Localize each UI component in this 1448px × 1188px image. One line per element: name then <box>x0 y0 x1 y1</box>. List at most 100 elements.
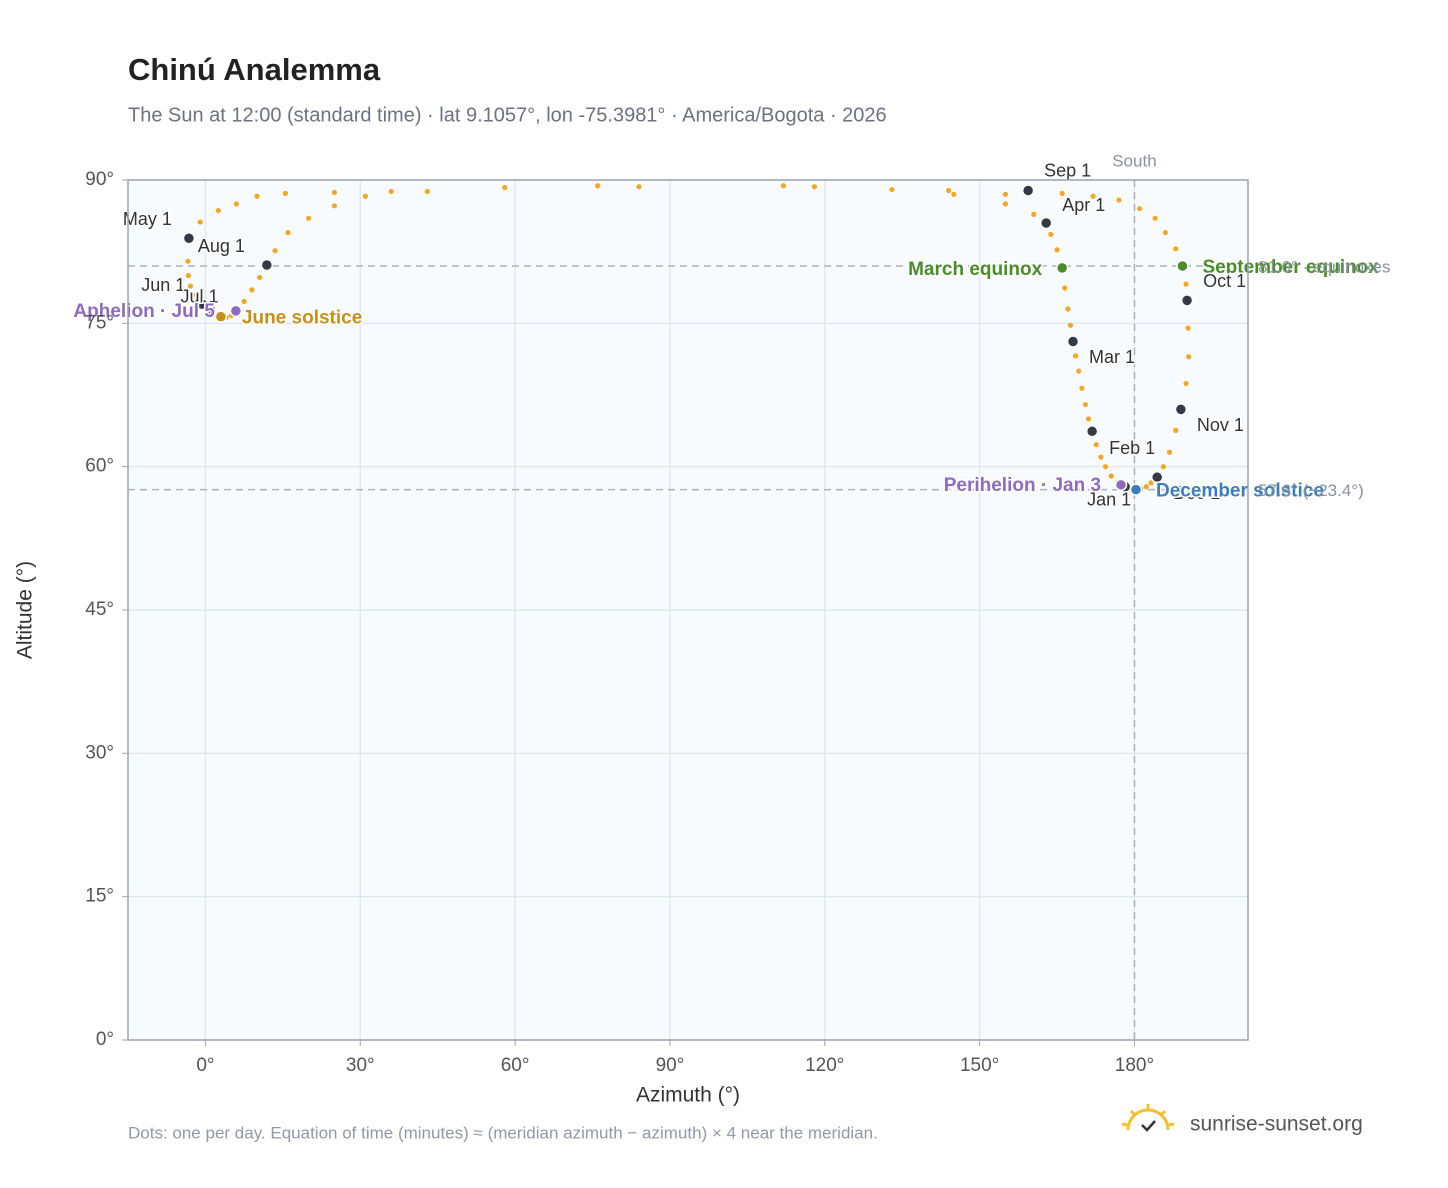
x-tick-label: 120° <box>805 1055 844 1076</box>
day-dot <box>1082 401 1089 408</box>
day-dot <box>257 274 263 281</box>
y-tick-label: 60° <box>85 456 114 477</box>
day-dot <box>1054 247 1060 253</box>
day-dot <box>780 183 787 189</box>
day-dot <box>636 184 642 190</box>
day-dot <box>1031 211 1037 217</box>
key-date-dot <box>1114 478 1128 492</box>
day-dot <box>362 193 369 199</box>
day-dot <box>306 215 312 221</box>
key-date-label: March equinox <box>908 259 1043 280</box>
day-dot <box>1183 380 1189 387</box>
day-dot <box>282 190 289 196</box>
y-tick-label: 45° <box>85 599 114 620</box>
key-date-label: Perihelion · Jan 3 <box>944 475 1101 496</box>
day-dot <box>197 219 203 225</box>
key-date-dot <box>1066 335 1080 348</box>
day-dot <box>1116 197 1122 203</box>
day-dot <box>1108 473 1114 479</box>
day-dot <box>1173 246 1179 252</box>
key-date-label: June solstice <box>242 308 362 329</box>
day-dot <box>1166 449 1173 455</box>
key-date-dot <box>1055 261 1069 275</box>
key-date-dot <box>182 232 196 245</box>
x-tick-label: 60° <box>501 1055 530 1076</box>
reference-label: 57.6° (−23.4°) <box>1258 481 1364 500</box>
key-date-label: Nov 1 <box>1197 415 1244 435</box>
day-dot <box>1067 322 1074 328</box>
key-date-dot <box>229 304 243 318</box>
x-tick-label: 90° <box>656 1055 685 1076</box>
day-dot <box>1137 206 1143 212</box>
day-dot <box>1162 229 1169 236</box>
x-tick-label: 30° <box>346 1055 375 1076</box>
day-dot <box>285 229 291 236</box>
day-dot <box>1093 442 1099 448</box>
day-dot <box>1065 306 1071 312</box>
key-date-label: Sep 1 <box>1044 160 1091 180</box>
key-date-dot <box>204 303 217 317</box>
day-dot <box>388 188 394 195</box>
day-dot <box>424 188 430 195</box>
y-tick-label: 15° <box>85 886 114 907</box>
key-date-dot <box>1085 425 1099 438</box>
day-dot <box>1102 464 1109 470</box>
y-tick-label: 30° <box>85 742 114 763</box>
key-date-label: May 1 <box>123 209 172 229</box>
day-dot <box>185 272 191 279</box>
day-dot <box>1183 281 1189 287</box>
day-dot <box>331 203 338 209</box>
key-date-dot <box>1150 470 1164 484</box>
day-dot <box>1160 464 1166 470</box>
key-date-label: Jul 1 <box>181 287 219 307</box>
day-dot <box>249 287 255 293</box>
footnote: Dots: one per day. Equation of time (min… <box>128 1123 878 1142</box>
key-date-dot <box>1129 483 1143 496</box>
chart-title: Chinú Analemma <box>128 52 381 87</box>
key-date-dot <box>214 310 228 323</box>
day-dot <box>1079 385 1085 391</box>
key-date-label: Jan 1 <box>1087 489 1131 509</box>
day-dot <box>1185 325 1191 331</box>
day-dot <box>1002 191 1009 197</box>
day-dot <box>1048 231 1054 238</box>
x-tick-label: 150° <box>960 1055 999 1076</box>
key-date-label: Jun 1 <box>141 275 185 295</box>
day-dot <box>1085 416 1092 422</box>
key-date-dot <box>196 297 209 311</box>
day-dot <box>951 191 957 197</box>
key-date-label: Aug 1 <box>198 236 245 256</box>
day-dot <box>1002 201 1009 207</box>
y-tick-label: 75° <box>85 312 114 333</box>
key-date-label: September equinox <box>1202 257 1379 278</box>
day-dot <box>889 186 895 193</box>
key-date-dot <box>1021 184 1035 197</box>
key-date-dot <box>1039 216 1053 230</box>
day-dot <box>811 184 818 190</box>
day-dot <box>254 193 260 199</box>
day-dot <box>1148 480 1154 486</box>
key-date-label: Feb 1 <box>1109 438 1155 458</box>
y-tick-label: 90° <box>85 169 114 190</box>
key-date-dot <box>1180 294 1194 307</box>
day-dot <box>241 298 247 304</box>
reference-label: 81.0° · equinoxes <box>1258 257 1391 276</box>
day-dot <box>502 185 508 191</box>
x-tick-label: 0° <box>196 1055 214 1076</box>
day-dot <box>233 201 239 207</box>
day-dot <box>272 248 278 254</box>
day-dot <box>331 189 338 196</box>
day-dot <box>1062 285 1068 291</box>
brand-name: sunrise-sunset.org <box>1190 1113 1363 1136</box>
day-dot <box>1173 427 1179 433</box>
day-dot <box>1186 354 1192 360</box>
day-dot <box>1098 454 1104 460</box>
day-dot <box>1073 353 1079 359</box>
meridian-label: South <box>1112 151 1156 170</box>
key-date-label: Mar 1 <box>1089 347 1135 367</box>
brand-logo <box>1121 1104 1175 1132</box>
day-dot <box>215 207 221 214</box>
key-date-label: December solstice <box>1156 481 1324 502</box>
y-axis-label: Altitude (°) <box>14 561 37 659</box>
chart-subtitle: The Sun at 12:00 (standard time) · lat 9… <box>128 104 887 126</box>
